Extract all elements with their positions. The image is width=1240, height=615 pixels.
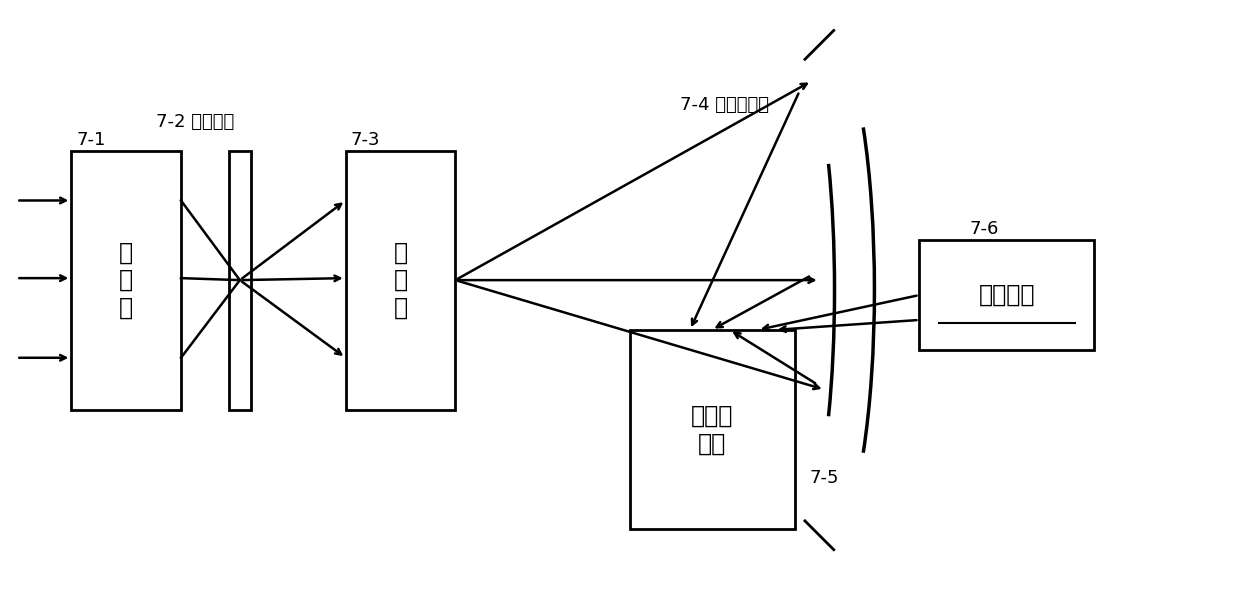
Text: 斩
波
器: 斩 波 器	[393, 240, 408, 320]
Text: 7-4 椭球反射镜: 7-4 椭球反射镜	[680, 96, 769, 114]
Bar	[630, 330, 795, 529]
Text: 7-6: 7-6	[970, 220, 998, 239]
Text: 7-1: 7-1	[76, 131, 105, 149]
Text: 7-3: 7-3	[351, 131, 381, 149]
Bar	[346, 151, 455, 410]
Text: 红外探
测器: 红外探 测器	[691, 403, 734, 455]
Bar	[919, 240, 1094, 350]
Text: 7-2 视场光阑: 7-2 视场光阑	[156, 113, 234, 131]
Text: 滤
光
片: 滤 光 片	[119, 240, 133, 320]
Bar	[229, 151, 250, 410]
Text: 7-5: 7-5	[810, 469, 839, 487]
Bar	[71, 151, 181, 410]
Text: 低背景源: 低背景源	[978, 283, 1035, 307]
